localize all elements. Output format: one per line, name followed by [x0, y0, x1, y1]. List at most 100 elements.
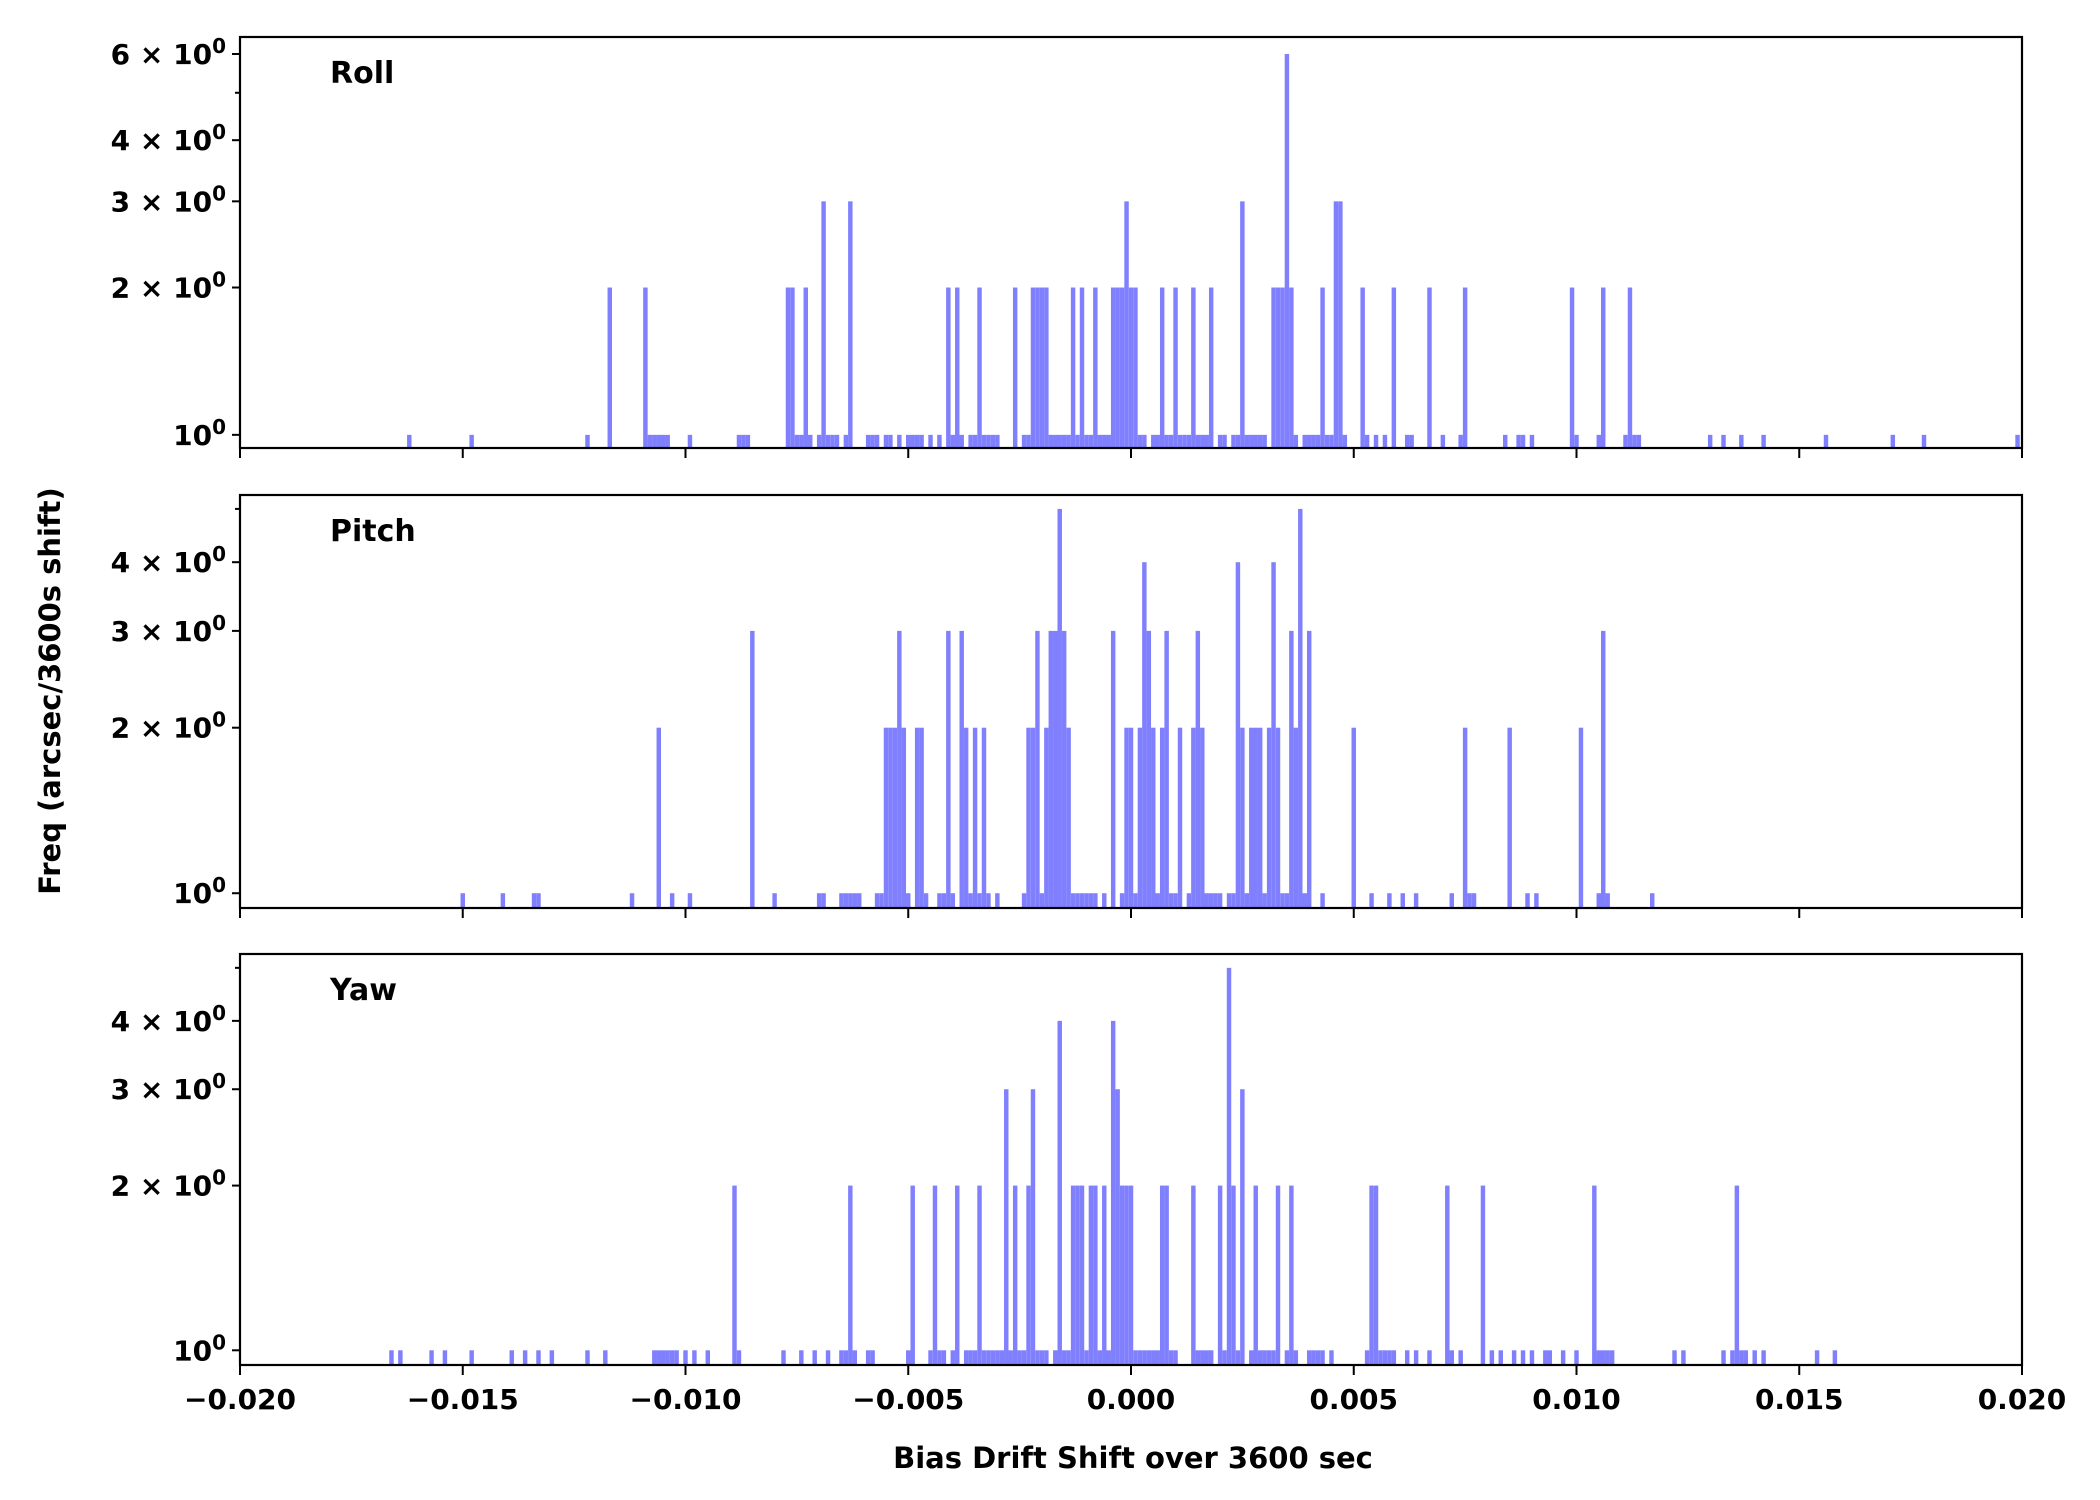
pitch-y-tick-label: 4 × 100 — [111, 542, 226, 579]
pitch-bar — [629, 893, 635, 908]
roll-bar — [1391, 287, 1397, 448]
yaw-bar — [692, 1350, 697, 1365]
yaw-bar — [603, 1350, 608, 1365]
roll-y-tick-label: 100 — [173, 415, 226, 452]
yaw-bar — [1053, 1350, 1058, 1365]
roll-bar — [990, 434, 996, 448]
roll-bar — [1195, 434, 1201, 448]
yaw-bar — [1097, 1350, 1103, 1365]
roll-y-tick-label: 3 × 100 — [111, 181, 226, 218]
roll-bar — [1596, 434, 1602, 448]
yaw-bar — [1311, 1350, 1316, 1365]
yaw-bar — [674, 1350, 679, 1365]
pitch-bar — [1369, 893, 1374, 908]
yaw-bar — [536, 1350, 541, 1365]
yaw-bar — [1592, 1185, 1597, 1365]
yaw-bar — [1596, 1350, 1602, 1365]
roll-bar — [1061, 434, 1067, 448]
roll-bar — [1115, 287, 1120, 448]
yaw-bar — [1293, 1350, 1299, 1365]
pitch-bar — [1596, 893, 1602, 908]
yaw-bar — [981, 1350, 987, 1365]
yaw-bar — [1128, 1185, 1134, 1365]
histogram-panels: 100 2 × 100 3 × 100 4 × 100 6 × 100 Roll 100 2 … — [111, 34, 2067, 1416]
roll-bar — [1315, 434, 1321, 448]
yaw-bar — [865, 1350, 871, 1365]
pitch-bar — [1102, 893, 1107, 908]
yaw-bar — [839, 1350, 844, 1365]
pitch-bar — [536, 893, 541, 908]
x-tick-label: 0.010 — [1532, 1383, 1621, 1416]
roll-bar — [1302, 434, 1307, 448]
roll-bar — [1177, 434, 1183, 448]
yaw-bar — [683, 1350, 688, 1365]
roll-bar — [1066, 434, 1071, 448]
roll-bar — [1133, 287, 1138, 448]
yaw-bar — [1146, 1350, 1152, 1365]
yaw-bar — [1217, 1185, 1223, 1365]
yaw-bar — [1511, 1350, 1517, 1365]
yaw-bar — [1039, 1350, 1045, 1365]
pitch-bar — [1306, 630, 1312, 908]
pitch-bar — [816, 893, 822, 908]
yaw-bar — [1257, 1350, 1263, 1365]
yaw-bar — [1275, 1185, 1281, 1365]
roll-bars — [407, 54, 2020, 449]
roll-bar — [1409, 434, 1414, 448]
pitch-bar — [1030, 727, 1036, 908]
pitch-bar — [888, 727, 893, 908]
pitch-bar — [1021, 893, 1027, 908]
yaw-bar — [1458, 1350, 1463, 1365]
roll-bar — [1516, 434, 1521, 448]
x-tick-label: 0.000 — [1087, 1383, 1176, 1416]
pitch-bar — [772, 893, 777, 908]
pitch-bar — [892, 727, 898, 908]
yaw-bar — [1253, 1185, 1258, 1365]
yaw-bar — [1088, 1185, 1094, 1365]
pitch-bar — [1208, 893, 1214, 908]
pitch-panel-title: Pitch — [330, 514, 416, 549]
pitch-bar — [1280, 893, 1285, 908]
yaw-bar — [1173, 1350, 1178, 1365]
yaw-bar — [1044, 1350, 1049, 1365]
roll-bar — [906, 434, 911, 448]
yaw-bar — [1672, 1350, 1677, 1365]
roll-bar — [469, 434, 474, 448]
yaw-bar — [1075, 1185, 1080, 1365]
roll-bar — [1306, 434, 1312, 448]
roll-bar — [1026, 434, 1031, 448]
yaw-bar — [652, 1350, 657, 1365]
roll-bar — [914, 434, 920, 448]
roll-bar — [1244, 434, 1250, 448]
pitch-bar — [1053, 630, 1058, 908]
yaw-bar — [522, 1350, 528, 1365]
roll-bar — [1320, 287, 1325, 448]
roll-bar — [1360, 287, 1365, 448]
yaw-bar — [1124, 1185, 1129, 1365]
pitch-bar — [1289, 630, 1294, 908]
pitch-bar — [883, 727, 889, 908]
roll-bar — [972, 434, 978, 448]
pitch-bar — [1066, 727, 1071, 908]
yaw-bar — [1413, 1350, 1419, 1365]
roll-bar — [897, 434, 902, 448]
yaw-y-tick-label: 100 — [173, 1330, 226, 1367]
yaw-bar — [1079, 1185, 1085, 1365]
roll-bar — [1574, 434, 1579, 448]
yaw-bar — [656, 1350, 661, 1365]
pitch-bar — [1146, 630, 1152, 908]
roll-bar — [1182, 434, 1187, 448]
pitch-bar — [968, 893, 973, 908]
roll-bar — [1569, 287, 1575, 448]
yaw-bar — [549, 1350, 555, 1365]
yaw-bar — [825, 1350, 831, 1365]
roll-bar — [1119, 287, 1125, 448]
x-tick-label: −0.005 — [852, 1383, 964, 1416]
roll-bar — [1048, 434, 1054, 448]
roll-bar — [794, 434, 800, 448]
yaw-bar — [669, 1350, 675, 1365]
roll-bar — [1458, 434, 1463, 448]
pitch-bar — [848, 893, 853, 908]
yaw-bar — [932, 1185, 938, 1365]
pitch-bar — [1302, 893, 1307, 908]
